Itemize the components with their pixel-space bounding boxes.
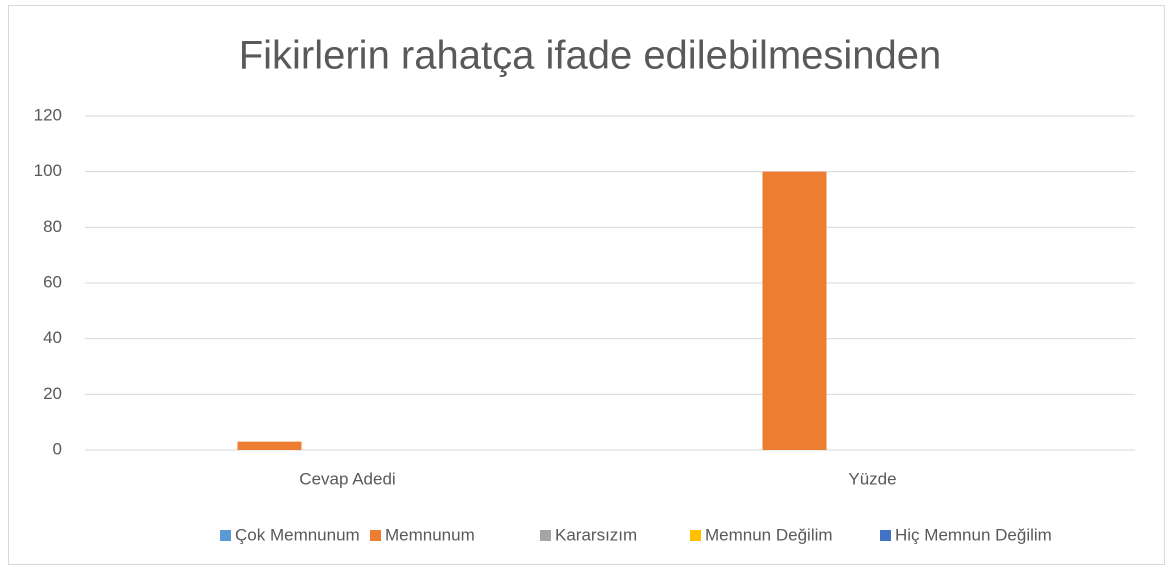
legend-swatch xyxy=(370,530,381,541)
bar xyxy=(762,171,827,450)
legend-label: Memnunum xyxy=(385,525,475,544)
legend-swatch xyxy=(690,530,701,541)
x-tick-label: Yüzde xyxy=(848,469,896,488)
y-tick-label: 0 xyxy=(53,439,62,458)
legend-label: Hiç Memnun Değilim xyxy=(895,525,1052,544)
bar xyxy=(237,441,302,450)
y-tick-label: 40 xyxy=(43,328,62,347)
legend-label: Çok Memnunum xyxy=(235,525,360,544)
legend-label: Memnun Değilim xyxy=(705,525,833,544)
y-tick-label: 60 xyxy=(43,272,62,291)
legend-swatch xyxy=(540,530,551,541)
y-tick-label: 100 xyxy=(34,161,62,180)
legend-swatch xyxy=(220,530,231,541)
legend-swatch xyxy=(880,530,891,541)
y-tick-label: 120 xyxy=(34,105,62,124)
chart-title: Fikirlerin rahatça ifade edilebilmesinde… xyxy=(239,34,942,78)
y-tick-label: 80 xyxy=(43,217,62,236)
y-tick-label: 20 xyxy=(43,384,62,403)
x-tick-label: Cevap Adedi xyxy=(299,469,395,488)
legend-label: Kararsızım xyxy=(555,525,637,544)
chart-border xyxy=(8,5,1165,565)
